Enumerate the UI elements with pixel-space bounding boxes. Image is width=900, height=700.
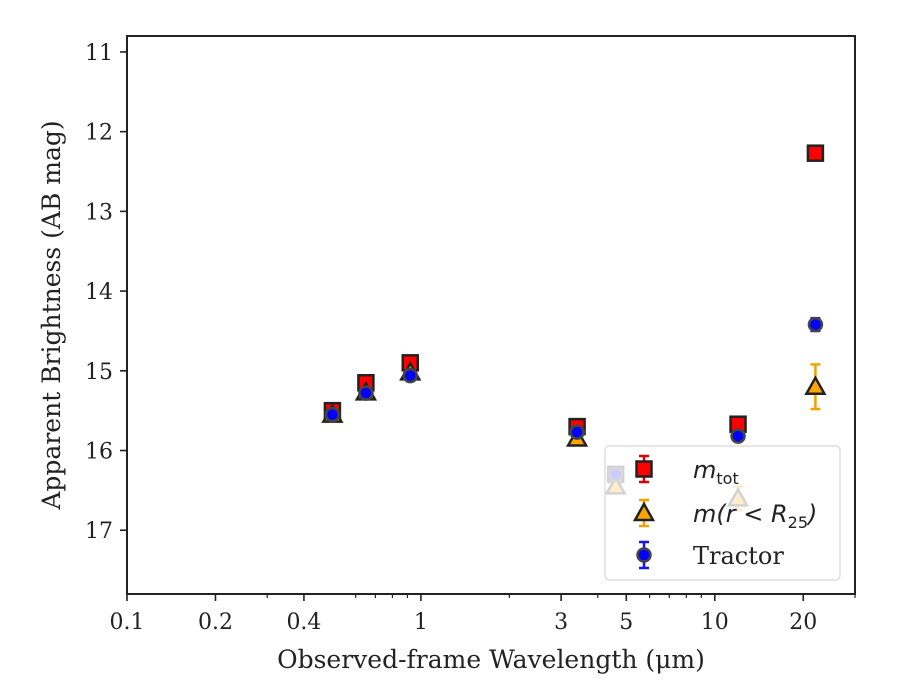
legend-label: m(r < R25) (693, 500, 817, 532)
plot-frame (126, 35, 856, 595)
data-point-circle (324, 406, 341, 423)
y-axis-label: Apparent Brightness (AB mag) (37, 120, 66, 510)
y-tick-label: 12 (85, 121, 113, 146)
legend-marker-square (635, 460, 653, 478)
x-tick-label: 5 (619, 610, 633, 635)
y-tick-label: 11 (85, 41, 113, 66)
legend: mtot m(r < R25) Tractor (604, 445, 841, 581)
legend-label: mtot (693, 456, 739, 488)
y-tick-label: 16 (85, 440, 113, 465)
x-tick-label: 0.2 (198, 610, 233, 635)
data-point-square (806, 144, 825, 162)
data-point-circle (358, 385, 374, 401)
data-point-circle (807, 316, 824, 333)
legend-box (604, 445, 841, 581)
x-tick-label: 10 (701, 610, 729, 635)
legend-marker-triangle (632, 501, 656, 522)
x-tick-label: 20 (789, 610, 817, 635)
x-tick-label: 3 (554, 610, 568, 635)
data-point-circle (569, 424, 585, 440)
data-point-circle (402, 367, 418, 384)
x-tick-label: 0.1 (110, 610, 145, 635)
y-tick-label: 13 (85, 200, 113, 225)
x-tick-label: 0.4 (286, 610, 321, 635)
legend-label: Tractor (693, 542, 784, 570)
y-tick-label: 17 (85, 519, 113, 544)
y-tick-label: 15 (85, 360, 113, 385)
x-axis-label: Observed-frame Wavelength (μm) (277, 645, 705, 674)
legend-marker-circle (636, 547, 652, 563)
x-tick-label: 1 (414, 610, 428, 635)
data-point-triangle (804, 375, 827, 395)
data-point-circle (730, 428, 746, 444)
y-tick-label: 14 (85, 280, 113, 305)
